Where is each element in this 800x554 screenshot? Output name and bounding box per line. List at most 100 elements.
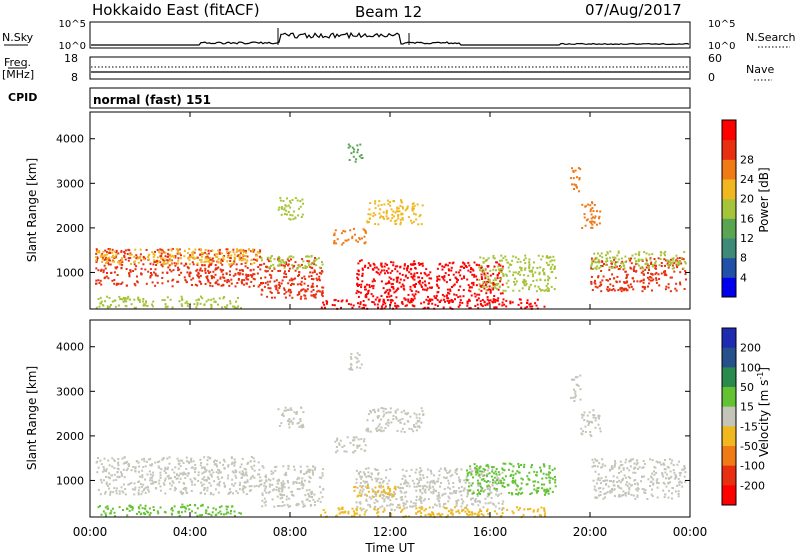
y-tick-label: 3000 <box>56 385 84 398</box>
power-colorbar-label: Power [dB] <box>757 167 771 232</box>
colorbar-swatch <box>722 179 736 200</box>
y-tick-label: 4000 <box>56 341 84 354</box>
scatter-region <box>366 199 424 226</box>
colorbar-tick-label: -200 <box>740 479 765 492</box>
scatter-region <box>580 409 602 438</box>
scatter-region <box>570 167 582 193</box>
colorbar-swatch <box>722 485 736 506</box>
velocity-x-ticks <box>89 320 691 517</box>
freq-tick-top: 18 <box>64 52 78 65</box>
scatter-region <box>95 456 262 496</box>
colorbar-swatch <box>722 277 736 298</box>
colorbar-swatch <box>722 218 736 239</box>
velocity-data-layer <box>95 352 687 519</box>
beam-title: Beam 12 <box>355 3 422 21</box>
scatter-region <box>355 467 505 512</box>
scatter-region <box>260 464 325 508</box>
nsky-label: N.Sky <box>2 31 34 44</box>
scatter-region <box>95 248 261 266</box>
nsky-tick-bottom: 10^0 <box>59 41 86 52</box>
velocity-colorbar: 200 100 50 15 -15 -50 -100 -200 <box>721 327 765 506</box>
colorbar-swatch <box>722 159 736 180</box>
scatter-region <box>97 503 242 518</box>
colorbar-frame <box>721 119 737 298</box>
freq-unit-label: [MHz] <box>2 68 34 81</box>
scatter-region <box>260 254 324 270</box>
power-data-layer <box>95 143 687 310</box>
colorbar-tick-label: 24 <box>740 173 754 186</box>
colorbar-swatch <box>722 238 736 259</box>
nsky-tick-top: 10^5 <box>59 19 86 30</box>
power-colorbar: 4 8 12 16 20 24 28 <box>721 119 754 298</box>
nave-tick-bottom: 0 <box>708 71 715 84</box>
date-title: 07/Aug/2017 <box>585 1 682 19</box>
colorbar-tick-label: 200 <box>740 342 761 355</box>
power-x-ticks <box>89 112 691 309</box>
scatter-region <box>334 436 367 454</box>
scatter-region <box>465 462 557 496</box>
scatter-region <box>348 352 363 371</box>
velocity-y-ticks: 1000 2000 3000 4000 <box>56 341 690 487</box>
colorbar-tick-label: -15 <box>740 420 758 433</box>
colorbar-tick-label: 100 <box>740 361 761 374</box>
colorbar-swatch <box>722 426 736 447</box>
scatter-region <box>320 298 546 310</box>
colorbar-tick-label: 28 <box>740 153 754 166</box>
scatter-region <box>95 248 262 288</box>
station-title: Hokkaido East (fitACF) <box>92 1 260 19</box>
y-tick-label: 4000 <box>56 133 84 146</box>
power-y-ticks: 1000 2000 3000 4000 <box>56 133 690 279</box>
scatter-region <box>410 261 505 304</box>
colorbar-swatch <box>722 139 736 160</box>
colorbar-tick-label: 16 <box>740 212 754 225</box>
colorbar-tick-label: -50 <box>740 440 758 453</box>
scatter-region <box>277 406 305 429</box>
freq-tick-bottom: 8 <box>71 71 78 84</box>
y-tick-label: 2000 <box>56 430 84 443</box>
x-tick-label: 08:00 <box>273 525 308 539</box>
y-tick-label: 2000 <box>56 222 84 235</box>
colorbar-frame <box>721 327 737 506</box>
scatter-region <box>590 250 687 270</box>
scatter-region <box>277 196 304 221</box>
scatter-region <box>478 254 557 293</box>
colorbar-swatch <box>722 328 736 349</box>
nsearch-label: N.Search <box>746 31 796 44</box>
freq-strip-frame <box>89 56 691 80</box>
colorbar-swatch <box>722 367 736 388</box>
colorbar-swatch <box>722 347 736 368</box>
x-tick-label: 04:00 <box>173 525 208 539</box>
colorbar-tick-label: 4 <box>740 271 747 284</box>
colorbar-swatch <box>722 257 736 278</box>
colorbar-tick-label: 20 <box>740 193 754 206</box>
scatter-region <box>260 257 325 300</box>
colorbar-tick-label: 15 <box>740 401 754 414</box>
x-tick-label: 20:00 <box>573 525 608 539</box>
y-tick-label: 1000 <box>56 474 84 487</box>
scatter-region <box>581 201 602 229</box>
time-axis-labels: 00:00 04:00 08:00 12:00 16:00 20:00 00:00 <box>73 525 708 539</box>
nave-tick-top: 60 <box>708 52 722 65</box>
colorbar-swatch <box>722 120 736 141</box>
y-tick-label: 3000 <box>56 177 84 190</box>
colorbar-swatch <box>722 198 736 219</box>
nsearch-tick-top: 10^5 <box>708 19 735 30</box>
x-tick-label: 16:00 <box>473 525 508 539</box>
cpid-strip-frame <box>89 87 691 109</box>
x-tick-label: 00:00 <box>73 525 108 539</box>
velocity-ylabel: Slant Range [km] <box>25 366 39 470</box>
scatter-region <box>353 484 397 498</box>
colorbar-tick-label: 12 <box>740 232 754 245</box>
time-axis-title: Time UT <box>364 541 415 554</box>
colorbar-swatch <box>722 387 736 408</box>
colorbar-tick-label: 8 <box>740 252 747 265</box>
nave-label: Nave <box>746 63 774 76</box>
cpid-label: CPID <box>8 91 37 104</box>
scatter-region <box>570 374 582 402</box>
scatter-region <box>591 458 687 500</box>
colorbar-swatch <box>722 406 736 427</box>
colorbar-tick-label: 50 <box>740 381 754 394</box>
nsky-line <box>91 31 690 46</box>
scatter-region <box>347 143 364 163</box>
